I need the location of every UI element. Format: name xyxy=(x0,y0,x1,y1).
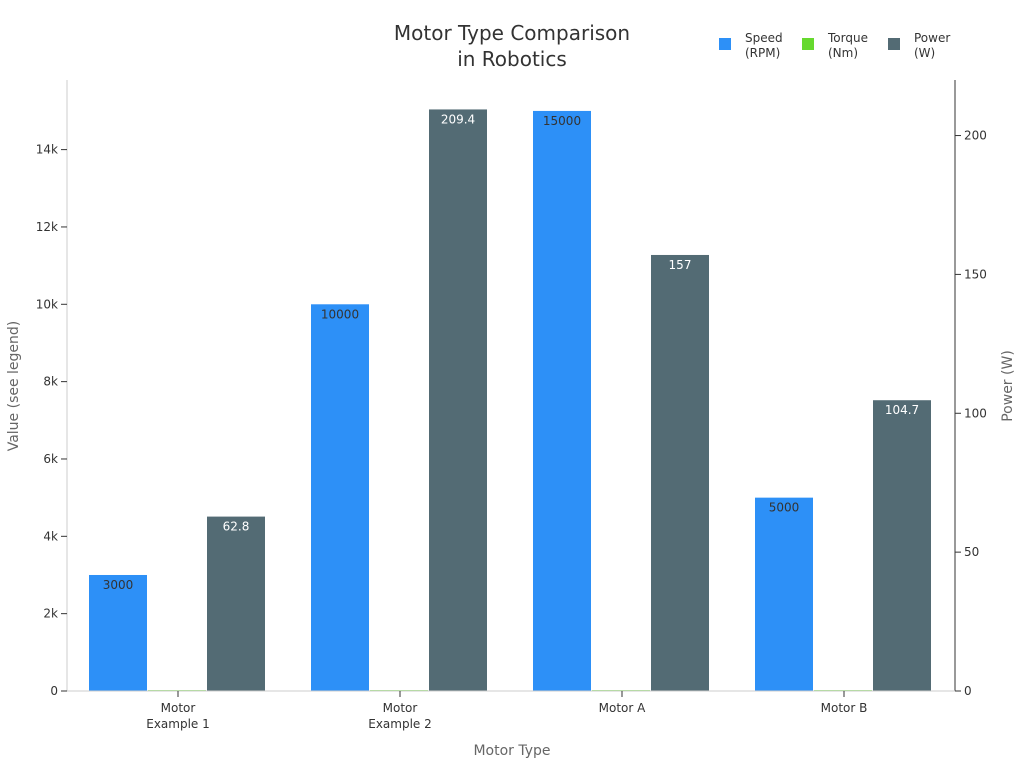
chart-title: Motor Type Comparison in Robotics xyxy=(394,21,630,71)
legend-swatch xyxy=(802,38,814,50)
y-tick-label-left: 14k xyxy=(36,143,58,157)
x-tick-label: Motor Example 1 xyxy=(146,701,210,731)
legend-swatch xyxy=(888,38,900,50)
legend: Speed (RPM) Torque (Nm) Power (W) xyxy=(719,31,950,60)
legend-item: Power (W) xyxy=(888,31,950,60)
bars xyxy=(89,109,931,692)
bar xyxy=(207,516,265,691)
legend-label: Power (W) xyxy=(914,31,950,60)
x-tick-label: Motor A xyxy=(599,701,646,715)
legend-label: Speed (RPM) xyxy=(745,31,783,60)
bar xyxy=(533,110,591,691)
bar-data-label: 15000 xyxy=(543,114,581,128)
legend-item: Speed (RPM) xyxy=(719,31,783,60)
x-tick-label: Motor Example 2 xyxy=(368,701,432,731)
bar xyxy=(873,400,931,691)
chart-title-line-1: Motor Type Comparison xyxy=(394,21,630,45)
y-tick-label-right: 150 xyxy=(964,267,987,281)
bar-data-label: 62.8 xyxy=(223,520,250,534)
chart-title-line-2: in Robotics xyxy=(457,47,567,71)
y-tick-label-left: 12k xyxy=(36,220,58,234)
bar-data-label: 3000 xyxy=(103,578,134,592)
axes: 0 2k 4k 6k 8k 10k 12k 14k 0 50 100 150 200 Motor Examp… xyxy=(36,80,987,731)
y-tick-label-left: 0 xyxy=(50,684,58,698)
bar-data-label: 5000 xyxy=(769,501,800,515)
y-tick-label-right: 0 xyxy=(964,684,972,698)
y-tick-label-left: 2k xyxy=(43,607,58,621)
bar xyxy=(89,574,147,691)
bar xyxy=(311,304,369,691)
y-tick-label-left: 8k xyxy=(43,375,58,389)
bar xyxy=(429,109,487,692)
bar-data-label: 10000 xyxy=(321,307,359,321)
y-tick-label-left: 4k xyxy=(43,529,58,543)
legend-swatch xyxy=(719,38,731,50)
bar-labels: 3000 62.8 10000 209.4 15000 157 5000 104.7 xyxy=(103,112,919,592)
legend-label: Torque (Nm) xyxy=(827,31,868,60)
y-axis-label-left: Value (see legend) xyxy=(6,321,22,452)
bar xyxy=(755,497,813,691)
bar xyxy=(651,254,709,691)
bar-data-label: 104.7 xyxy=(885,403,919,417)
x-axis-label: Motor Type xyxy=(473,743,550,759)
x-tick-label: Motor B xyxy=(821,701,868,715)
y-tick-label-left: 6k xyxy=(43,452,58,466)
y-tick-label-right: 200 xyxy=(964,129,987,143)
y-tick-label-right: 100 xyxy=(964,406,987,420)
legend-item: Torque (Nm) xyxy=(802,31,868,60)
bar-data-label: 157 xyxy=(669,258,692,272)
y-tick-label-left: 10k xyxy=(36,297,58,311)
bar-data-label: 209.4 xyxy=(441,112,475,126)
y-axis-label-right: Power (W) xyxy=(1000,350,1016,422)
y-tick-label-right: 50 xyxy=(964,545,979,559)
